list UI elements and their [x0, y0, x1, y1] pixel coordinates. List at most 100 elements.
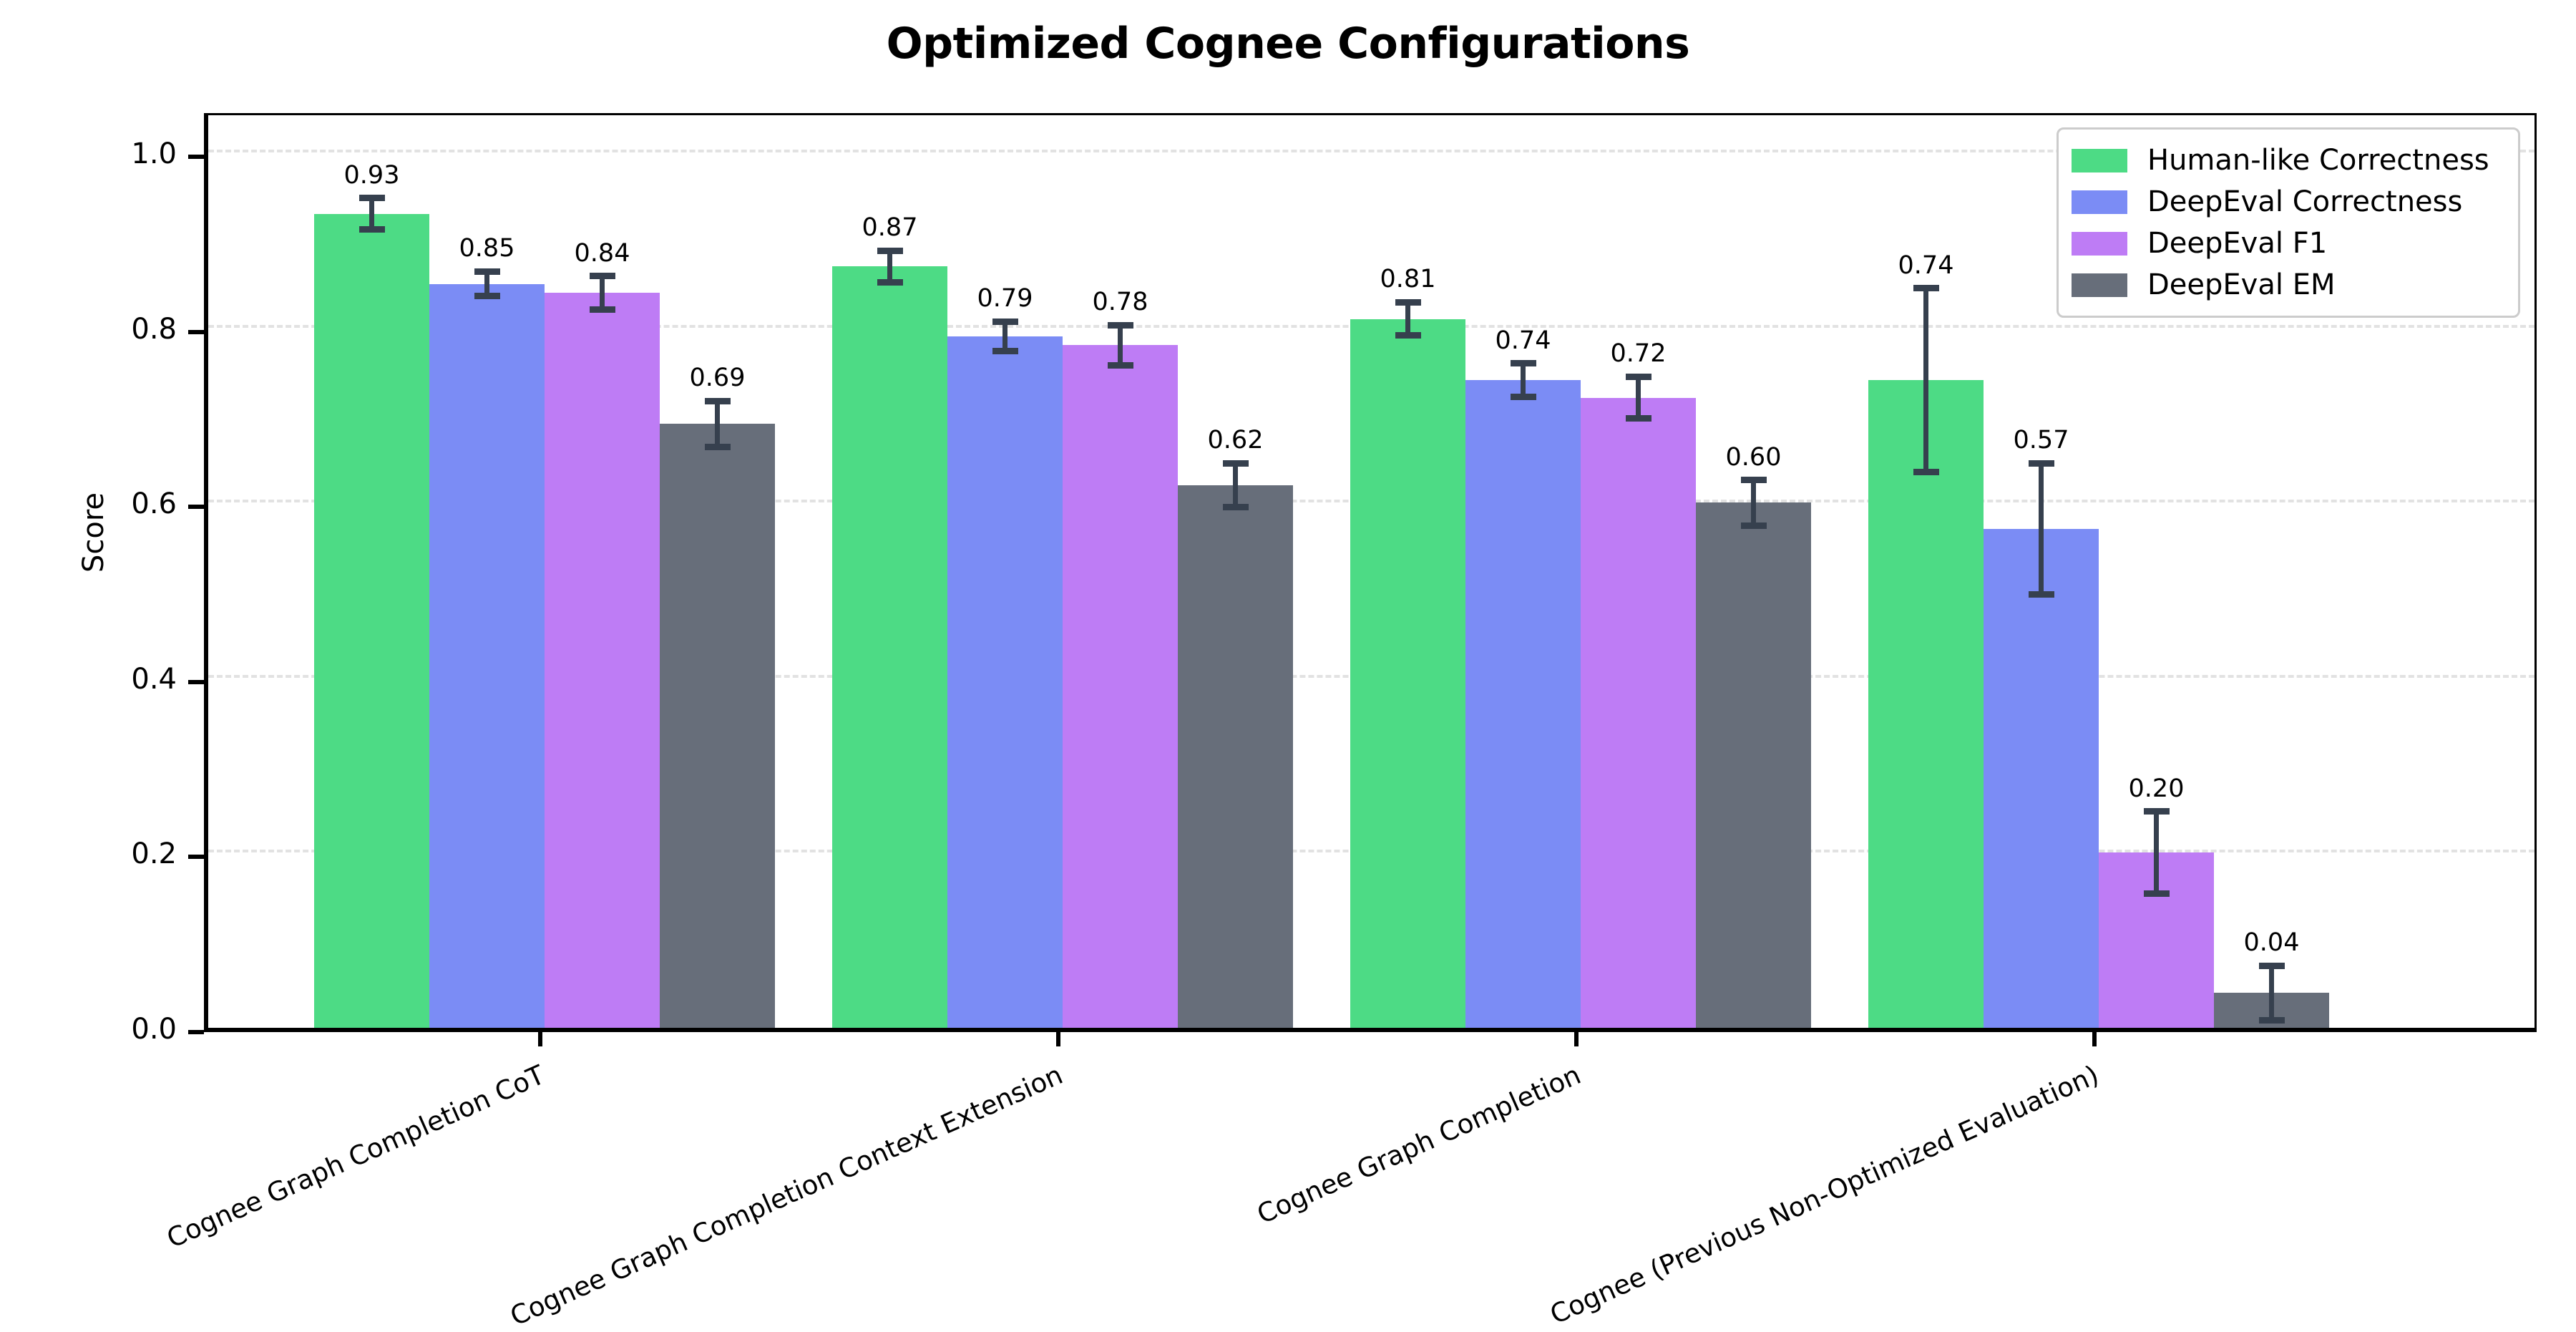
error-bar-cap-upper [1625, 373, 1652, 380]
bar-value-label: 0.20 [2128, 774, 2185, 803]
error-bar-cap-lower [2143, 890, 2170, 898]
bar-value-label: 0.60 [1725, 442, 1782, 472]
error-bar-cap-upper [704, 397, 731, 404]
y-axis-tick-label: 0.6 [131, 487, 177, 521]
y-axis-tick-mark [188, 679, 204, 684]
bar-value-label: 0.04 [2243, 928, 2300, 958]
error-bar [887, 251, 892, 283]
error-bar [1521, 363, 1526, 397]
y-axis-tick-label: 0.4 [131, 662, 177, 696]
error-bar-cap-upper [474, 268, 500, 275]
bar[interactable] [1696, 502, 1811, 1028]
y-axis-tick-label: 1.0 [131, 137, 177, 171]
error-bar-cap-upper [2143, 808, 2170, 815]
x-axis-tick-mark [2092, 1032, 2097, 1046]
error-bar [1923, 288, 1928, 472]
error-bar-cap-upper [877, 247, 903, 254]
bar-value-label: 0.84 [574, 238, 630, 268]
bar[interactable] [1984, 528, 2099, 1028]
bar-value-label: 0.93 [343, 160, 400, 190]
bar[interactable] [1581, 397, 1696, 1028]
bar[interactable] [832, 266, 947, 1028]
y-axis-tick-label: 0.2 [131, 837, 177, 871]
legend-color-swatch [2072, 273, 2127, 297]
y-axis-label: Score [77, 492, 110, 573]
x-axis-tick-mark [1574, 1032, 1579, 1046]
error-bar-cap-lower [589, 306, 615, 313]
error-bar [2269, 966, 2274, 1020]
x-axis-tick-label: Cognee Graph Completion Context Extensio… [505, 1059, 1068, 1332]
bar-value-label: 0.62 [1207, 426, 1264, 455]
bar[interactable] [1350, 319, 1465, 1028]
y-axis-tick-mark [188, 855, 204, 860]
bar[interactable] [545, 292, 660, 1028]
chart-title: Optimized Cognee Configurations [886, 19, 1690, 69]
legend-item[interactable]: DeepEval Correctness [2072, 181, 2502, 223]
error-bar [484, 271, 489, 296]
bar-value-label: 0.85 [459, 234, 515, 263]
bar[interactable] [1178, 485, 1293, 1028]
chart-figure: Optimized Cognee Configurations Score 0.… [77, 19, 2537, 1332]
error-bar [715, 401, 720, 447]
legend-label: Human-like Correctness [2147, 144, 2489, 177]
bar[interactable] [660, 424, 775, 1028]
x-axis-tick-mark [1056, 1032, 1060, 1046]
legend-color-swatch [2072, 190, 2127, 214]
y-axis-tick-mark [188, 155, 204, 160]
error-bar-cap-lower [1740, 522, 1767, 529]
bar[interactable] [1465, 380, 1581, 1028]
error-bar [2154, 811, 2159, 894]
error-bar-cap-upper [1740, 477, 1767, 483]
legend-item[interactable]: DeepEval F1 [2072, 223, 2502, 264]
bar-value-label: 0.81 [1380, 265, 1436, 294]
legend-label: DeepEval F1 [2147, 227, 2328, 260]
error-bar [2039, 463, 2044, 595]
x-axis-tick-mark [538, 1032, 542, 1046]
error-bar-cap-upper [1107, 321, 1133, 329]
error-bar-cap-lower [1913, 469, 1939, 475]
error-bar-cap-lower [1395, 332, 1421, 339]
legend-color-swatch [2072, 231, 2127, 256]
error-bar-cap-upper [1913, 285, 1939, 292]
bar[interactable] [947, 336, 1063, 1028]
legend-item[interactable]: DeepEval EM [2072, 264, 2502, 306]
bar-value-label: 0.78 [1092, 288, 1148, 317]
error-bar [600, 276, 605, 310]
error-bar [1233, 463, 1238, 507]
chart-legend: Human-like Correctness DeepEval Correctne… [2057, 127, 2520, 318]
bar[interactable] [1063, 345, 1178, 1028]
bar[interactable] [314, 213, 429, 1028]
error-bar [1405, 302, 1410, 336]
error-bar [1002, 321, 1008, 351]
error-bar-cap-lower [1625, 415, 1652, 422]
error-bar-cap-lower [1510, 393, 1536, 400]
y-axis-tick-label: 0.8 [131, 312, 177, 346]
error-bar-cap-upper [2028, 460, 2054, 467]
error-bar-cap-lower [474, 293, 500, 300]
error-bar [369, 198, 374, 230]
error-bar [1118, 325, 1123, 366]
error-bar-cap-lower [2258, 1016, 2285, 1024]
bar[interactable] [429, 283, 545, 1028]
x-axis-tick-label: Cognee Graph Completion [1252, 1059, 1586, 1230]
bar-value-label: 0.74 [1898, 251, 1954, 280]
error-bar-cap-upper [1510, 360, 1536, 367]
error-bar-cap-upper [992, 318, 1018, 325]
error-bar-cap-lower [1222, 503, 1249, 510]
bar[interactable] [1868, 380, 1984, 1028]
y-axis-tick-mark [188, 1030, 204, 1034]
bar-value-label: 0.87 [862, 213, 918, 243]
error-bar-cap-lower [1107, 361, 1133, 369]
plot-area: 0.93 0.85 0.84 0.69 0.87 0.79 0.78 0.62 0.81 0.74… [204, 113, 2537, 1032]
bar-value-label: 0.57 [2013, 426, 2069, 455]
error-bar-cap-lower [358, 226, 385, 233]
bar-value-label: 0.69 [689, 364, 746, 393]
legend-label: DeepEval EM [2147, 268, 2336, 301]
x-axis-tick-label: Cognee (Previous Non-Optimized Evaluatio… [1545, 1059, 2104, 1331]
error-bar-cap-upper [1222, 460, 1249, 467]
error-bar-cap-upper [1395, 298, 1421, 306]
y-axis-tick-label: 0.0 [131, 1013, 177, 1046]
legend-item[interactable]: Human-like Correctness [2072, 140, 2502, 181]
error-bar-cap-upper [358, 195, 385, 202]
legend-color-swatch [2072, 148, 2127, 172]
